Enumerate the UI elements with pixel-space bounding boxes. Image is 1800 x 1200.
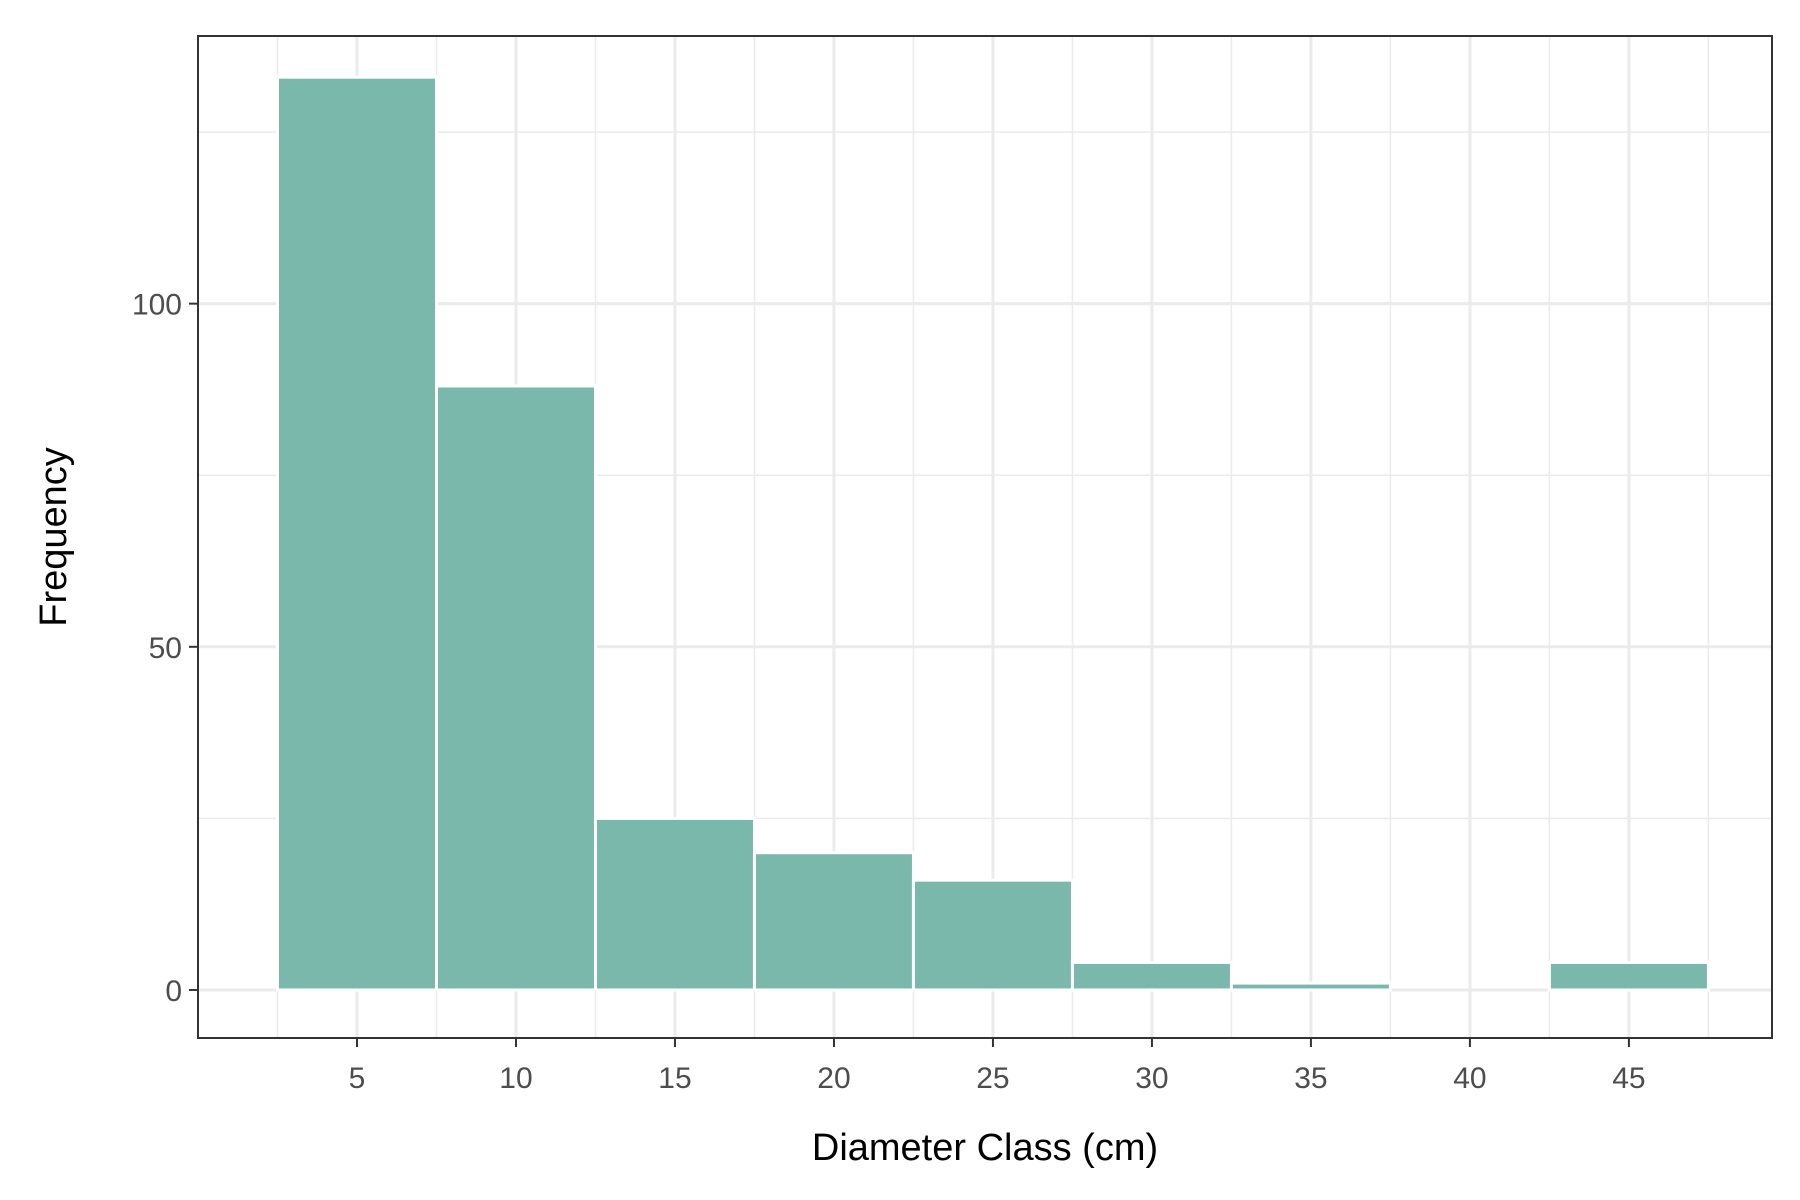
x-tick-label: 20 [817,1062,850,1095]
x-tick-label: 40 [1453,1062,1486,1095]
histogram-bar [434,384,597,992]
panel-border [197,35,1773,1039]
histogram-bar [752,851,915,992]
y-tick-label: 50 [149,632,182,665]
x-tick-label: 10 [499,1062,532,1095]
x-tick-label: 30 [1135,1062,1168,1095]
histogram-bar [1229,981,1392,992]
y-axis: 0 50 100 [132,289,198,1008]
histogram-bar [593,816,756,992]
histogram-bar [911,878,1074,992]
x-axis-title: Diameter Class (cm) [812,1127,1158,1169]
x-axis: 5 10 15 20 25 30 35 40 45 [349,1038,1646,1095]
y-tick-label: 0 [165,975,182,1008]
histogram-bar [1547,961,1710,992]
histogram-bar [275,75,438,992]
x-tick-label: 25 [976,1062,1009,1095]
y-axis-title: Frequency [33,447,75,627]
x-tick-label: 15 [658,1062,691,1095]
histogram-bars [275,75,1710,992]
x-tick-label: 35 [1294,1062,1327,1095]
x-tick-label: 45 [1612,1062,1645,1095]
histogram-bar [1070,961,1233,992]
y-tick-label: 100 [132,289,182,322]
x-tick-label: 5 [349,1062,366,1095]
